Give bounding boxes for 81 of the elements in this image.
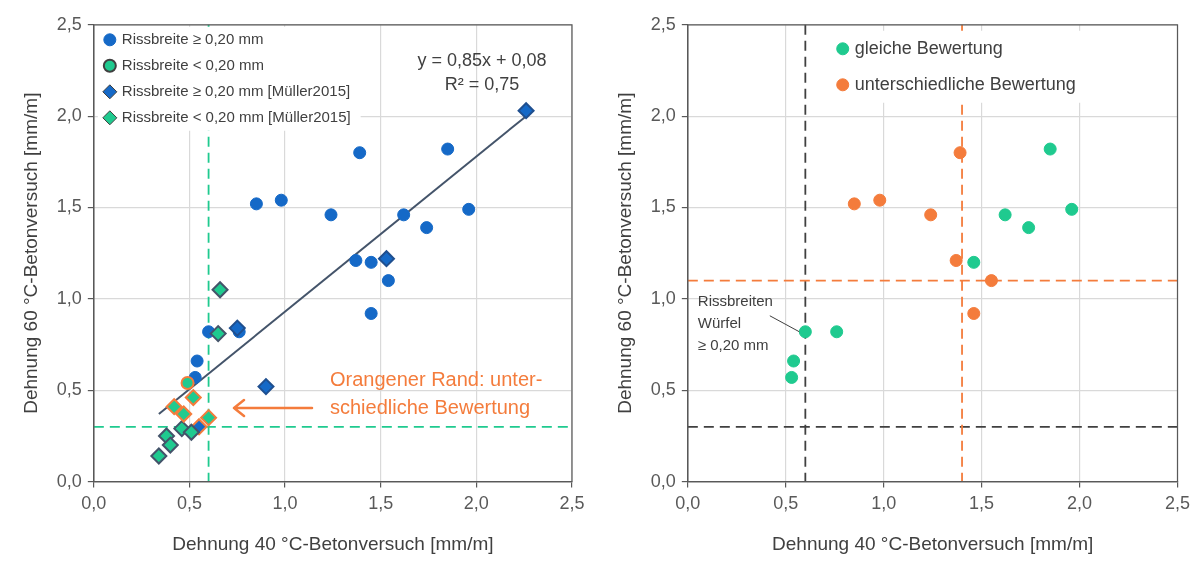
point (165, 398, 183, 416)
y-tick-label: 0,5 (56, 379, 82, 400)
x-axis-title: Dehnung 40 °C-Betonversuch [mm/m] (172, 532, 494, 554)
point (180, 375, 195, 390)
point (349, 254, 363, 268)
point (967, 307, 981, 320)
x-tick-label: 1,5 (969, 493, 995, 514)
x-tick-label: 1,0 (871, 493, 897, 514)
annotation: y = 0,85x + 0,08 (417, 49, 547, 70)
y-tick-label: 1,5 (650, 196, 676, 217)
y-tick-label: 2,0 (56, 105, 82, 126)
y-tick-label: 2,0 (650, 105, 676, 126)
x-axis-title: Dehnung 40 °C-Betonversuch [mm/m] (772, 532, 1094, 554)
point (953, 146, 967, 160)
legend-label: Rissbreite ≥ 0,20 mm (121, 29, 264, 47)
point (397, 208, 411, 222)
point (830, 325, 844, 339)
x-tick-label: 0,0 (675, 493, 701, 514)
point (257, 378, 275, 396)
point (182, 423, 200, 441)
point (873, 193, 887, 207)
point (984, 274, 998, 288)
legend-label: gleiche Bewertung (854, 37, 1003, 58)
point (798, 325, 812, 339)
x-tick-label: 2,5 (1164, 493, 1190, 514)
point (381, 274, 395, 288)
point (785, 370, 799, 384)
y-tick-label: 0,0 (650, 470, 676, 491)
point (1022, 221, 1036, 235)
point (949, 254, 963, 268)
legend-label: Rissbreite < 0,20 mm [Müller2015] (121, 107, 351, 125)
legend-label: Rissbreite < 0,20 mm (121, 55, 264, 73)
point (377, 250, 395, 268)
annotation: Orangener Rand: unter- schiedliche Bewertung (330, 367, 543, 418)
x-tick-label: 0,5 (176, 493, 202, 514)
point (924, 208, 938, 222)
point (175, 405, 193, 423)
y-tick-label: 1,0 (56, 287, 82, 308)
point (150, 447, 168, 465)
point (787, 354, 801, 368)
point (1065, 202, 1079, 216)
legend-label: unterschiedliche Bewertung (854, 73, 1076, 94)
point (209, 325, 227, 343)
annotation: Rissbreiten Würfel ≥ 0,20 mm (697, 291, 773, 353)
point (161, 436, 179, 454)
point (353, 146, 367, 160)
y-tick-label: 1,5 (56, 196, 82, 217)
point (364, 307, 378, 320)
x-tick-label: 2,0 (463, 493, 489, 514)
point (211, 281, 229, 299)
y-tick-label: 0,5 (650, 379, 676, 400)
x-tick-label: 2,0 (1067, 493, 1093, 514)
point (184, 389, 202, 407)
y-tick-label: 1,0 (650, 287, 676, 308)
y-tick-label: 2,5 (56, 13, 82, 34)
y-tick-label: 2,5 (650, 13, 676, 34)
point (364, 255, 378, 269)
x-tick-label: 0,0 (81, 493, 107, 514)
x-tick-label: 1,5 (368, 493, 394, 514)
point (998, 208, 1012, 222)
point (462, 202, 476, 216)
legend-label: Rissbreite ≥ 0,20 mm [Müller2015] (121, 81, 351, 99)
point (228, 319, 246, 337)
point (441, 142, 455, 156)
point (274, 193, 288, 207)
point (324, 208, 338, 222)
point (420, 221, 434, 235)
point (847, 197, 861, 211)
point (1043, 142, 1057, 156)
x-tick-label: 1,0 (272, 493, 298, 514)
point (200, 409, 218, 427)
y-axis-title: Dehnung 60 °C-Betonversuch [mm/m] (19, 92, 41, 414)
point (517, 102, 535, 120)
y-axis-title: Dehnung 60 °C-Betonversuch [mm/m] (613, 92, 635, 414)
x-tick-label: 2,5 (559, 493, 585, 514)
annotation: R² = 0,75 (444, 73, 520, 94)
point (967, 255, 981, 269)
x-tick-label: 0,5 (773, 493, 799, 514)
point (190, 354, 204, 368)
y-tick-label: 0,0 (56, 470, 82, 491)
point (249, 197, 263, 211)
